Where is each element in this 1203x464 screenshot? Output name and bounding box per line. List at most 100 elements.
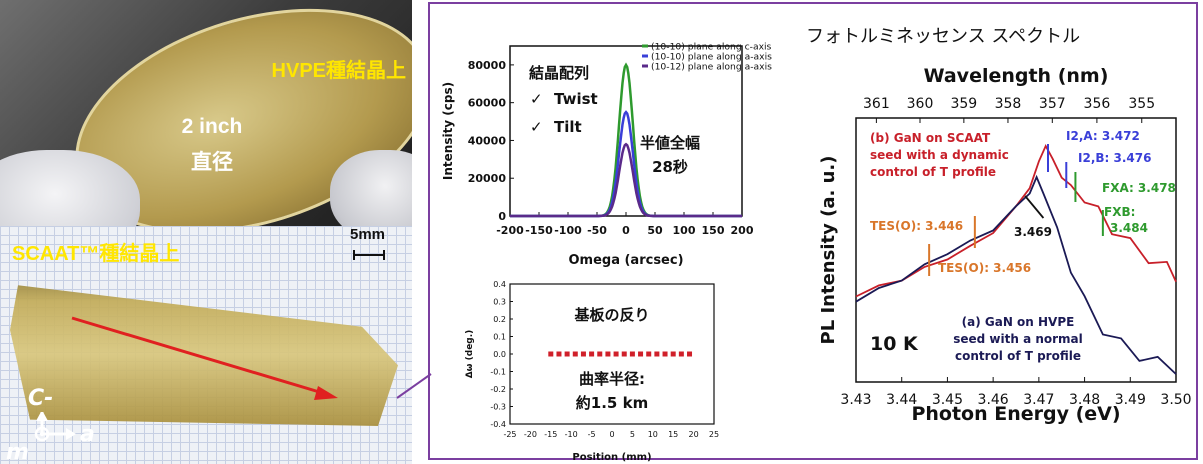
x-tick-label: 20 bbox=[689, 430, 699, 439]
check-icon: ✓ bbox=[530, 90, 543, 108]
y-axis-label: Δω (deg.) bbox=[465, 330, 475, 379]
x-tick-label: 10 bbox=[648, 430, 658, 439]
x-tick-label: 3.46 bbox=[978, 392, 1009, 408]
y-tick-label: -0.1 bbox=[490, 368, 506, 377]
y-tick-label: 0.4 bbox=[493, 280, 506, 289]
top-tick-label: 361 bbox=[863, 96, 890, 112]
x-tick-label: -15 bbox=[544, 430, 557, 439]
x-tick-label: 3.44 bbox=[886, 392, 917, 408]
y-tick-label: 0.0 bbox=[493, 350, 506, 359]
a-axis-label: a bbox=[80, 422, 95, 447]
y-tick-label: 80000 bbox=[468, 59, 507, 72]
check-label: Tilt bbox=[554, 118, 582, 136]
data-point bbox=[589, 351, 595, 357]
x-tick-label: 25 bbox=[709, 430, 719, 439]
x-axis-label: Photon Energy (eV) bbox=[911, 403, 1120, 425]
data-point bbox=[580, 351, 586, 357]
growth-direction-arrow bbox=[71, 316, 338, 400]
scale-bar bbox=[353, 250, 385, 260]
y-tick-label: 40000 bbox=[468, 134, 507, 147]
data-point bbox=[556, 351, 562, 357]
y-tick-label: -0.2 bbox=[490, 385, 506, 394]
y-tick-label: -0.3 bbox=[490, 403, 506, 412]
data-point bbox=[572, 351, 578, 357]
wafer-size-label: 2 inch bbox=[181, 115, 243, 138]
series-line bbox=[510, 142, 742, 218]
divider bbox=[412, 0, 414, 464]
c-axis-label: C- bbox=[28, 386, 54, 411]
data-point bbox=[548, 351, 554, 357]
x-tick-label: 3.45 bbox=[932, 392, 963, 408]
plot-frame bbox=[855, 117, 1177, 383]
data-point bbox=[662, 351, 668, 357]
hvpe-seed-label: HVPE種結晶上 bbox=[271, 60, 406, 82]
series-line bbox=[510, 62, 742, 218]
wafer-size-unit-label: 直径 bbox=[191, 151, 233, 174]
peak-label: 3.469 bbox=[1014, 225, 1052, 239]
hvpe-wafer-photo: HVPE種結晶上 2 inch 直径 bbox=[0, 0, 412, 226]
data-point bbox=[605, 351, 611, 357]
x-tick-label: -100 bbox=[554, 224, 582, 237]
x-axis-label: Omega (arcsec) bbox=[568, 253, 683, 268]
x-tick-label: -25 bbox=[503, 430, 516, 439]
x-tick-label: 200 bbox=[731, 224, 754, 237]
top-tick-label: 359 bbox=[950, 96, 977, 112]
y-tick-label: 0.3 bbox=[493, 298, 506, 307]
y-tick-label: 0.2 bbox=[493, 315, 506, 324]
check-label: Twist bbox=[554, 90, 598, 108]
top-tick-label: 355 bbox=[1128, 96, 1155, 112]
x-tick-label: 100 bbox=[673, 224, 696, 237]
peak-marker bbox=[1024, 195, 1045, 219]
inset-label: 結晶配列 bbox=[529, 64, 589, 82]
y-axis-label: Intensity (cps) bbox=[441, 82, 455, 180]
y-tick-label: -0.4 bbox=[490, 420, 506, 429]
top-tick-label: 356 bbox=[1084, 96, 1111, 112]
x-tick-label: 3.49 bbox=[1115, 392, 1146, 408]
x-axis-label: Position (mm) bbox=[572, 452, 651, 462]
legend-entry: (10-10) plane along c-axis bbox=[651, 42, 772, 53]
x-tick-label: 3.50 bbox=[1160, 392, 1191, 408]
panel-title: フォトルミネッセンス スペクトル bbox=[806, 26, 1081, 47]
data-point bbox=[670, 351, 676, 357]
glove-image bbox=[330, 150, 412, 226]
temperature-label: 10 K bbox=[870, 333, 919, 355]
top-axis-label: Wavelength (nm) bbox=[924, 65, 1109, 87]
fxb-label: FXB: bbox=[1104, 205, 1135, 219]
y-tick-label: 0.1 bbox=[493, 333, 506, 342]
fwhm-label: 半値全幅 bbox=[640, 134, 700, 152]
legend-entry: (10-12) plane along a-axis bbox=[651, 62, 772, 73]
m-axis-label: m bbox=[6, 440, 29, 464]
check-icon: ✓ bbox=[530, 118, 543, 136]
data-point bbox=[687, 351, 693, 357]
i2b-label: I2,B: 3.476 bbox=[1078, 151, 1151, 165]
x-tick-label: 0 bbox=[622, 224, 630, 237]
series-line bbox=[855, 174, 1177, 375]
top-tick-label: 357 bbox=[1039, 96, 1066, 112]
series-b-label: seed with a dynamic bbox=[870, 148, 1009, 162]
figure-panel bbox=[428, 2, 1198, 460]
y-tick-label: 60000 bbox=[468, 97, 507, 110]
series-b-label: control of T profile bbox=[870, 165, 996, 179]
x-tick-label: -200 bbox=[496, 224, 524, 237]
series-a-label: seed with a normal bbox=[953, 332, 1083, 346]
series-line bbox=[855, 143, 1177, 298]
x-tick-label: 15 bbox=[668, 430, 678, 439]
x-tick-label: -5 bbox=[588, 430, 596, 439]
data-point bbox=[646, 351, 652, 357]
radius-label: 曲率半径: bbox=[579, 370, 645, 388]
y-tick-label: 0 bbox=[498, 210, 506, 223]
top-tick-label: 360 bbox=[907, 96, 934, 112]
x-tick-label: 50 bbox=[647, 224, 663, 237]
fxb-value: 3.484 bbox=[1110, 221, 1148, 235]
y-axis-label: PL Intensity (a. u.) bbox=[818, 156, 839, 345]
x-tick-label: -10 bbox=[565, 430, 578, 439]
fwhm-value: 28秒 bbox=[652, 158, 688, 176]
callout-connector bbox=[396, 373, 432, 399]
top-tick-label: 358 bbox=[995, 96, 1022, 112]
data-point bbox=[654, 351, 660, 357]
scaat-seed-label: SCAAT™種結晶上 bbox=[12, 243, 180, 265]
x-tick-label: 3.47 bbox=[1023, 392, 1054, 408]
pl-spectrum-chart: Wavelength (nm) 361 360 359 358 357 356 355 3.43… bbox=[818, 65, 1192, 425]
x-tick-label: 3.43 bbox=[840, 392, 871, 408]
tes-label: TES(O): 3.446 bbox=[870, 219, 963, 233]
